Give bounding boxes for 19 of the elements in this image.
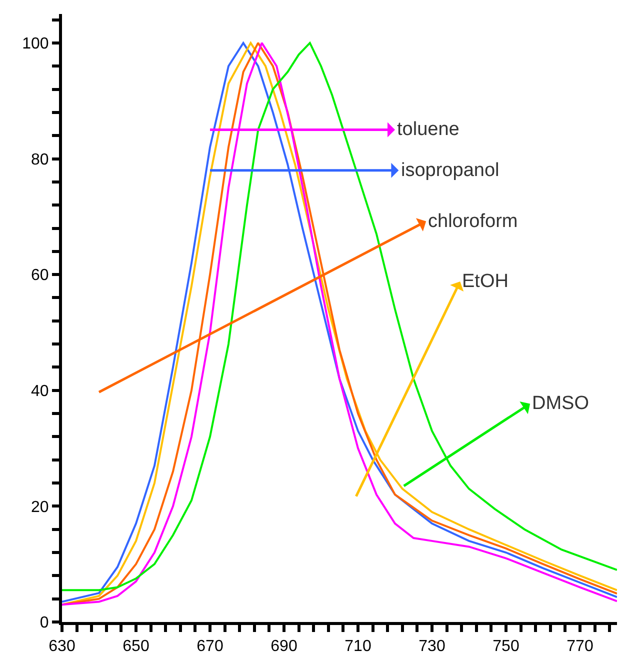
legend-label: EtOH [462, 271, 508, 292]
x-tick-label: 690 [270, 638, 298, 656]
x-tick-label: 650 [122, 638, 150, 656]
y-tick-label: 0 [40, 614, 49, 632]
x-tick-label: 710 [344, 638, 372, 656]
x-tick-label: 630 [48, 638, 76, 656]
y-tick-label: 40 [31, 382, 49, 400]
legend-label: DMSO [532, 393, 589, 414]
x-tick-label: 670 [196, 638, 224, 656]
x-tick-label: 770 [566, 638, 594, 656]
y-tick-label: 80 [31, 151, 49, 168]
legend-label: chloroform [428, 211, 518, 232]
x-tick-label: 730 [418, 638, 446, 656]
y-tick-label: 60 [31, 267, 49, 284]
legend-label: isopropanol [401, 160, 500, 181]
x-tick-label: 750 [492, 638, 520, 656]
y-tick-label: 100 [22, 36, 49, 53]
legend-label: toluene [397, 119, 460, 140]
y-tick-label: 20 [31, 498, 49, 516]
